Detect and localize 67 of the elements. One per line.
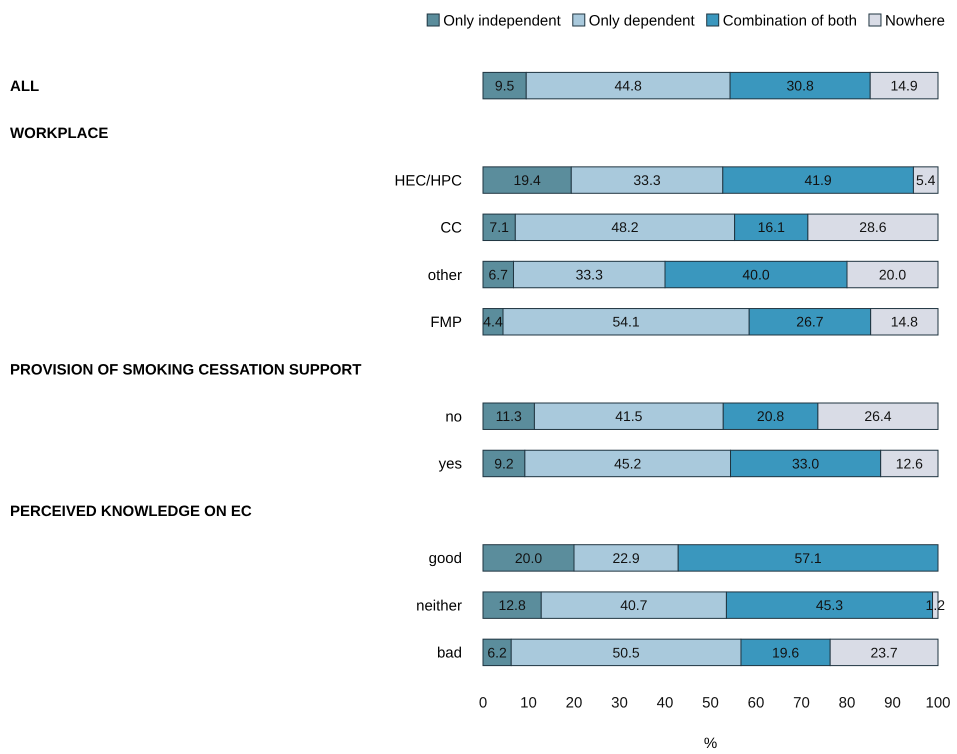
data-label: 20.0 [514,550,542,566]
data-label: 14.9 [890,78,918,94]
y-tick-label: CC [440,220,462,237]
data-label: 54.1 [612,314,640,330]
data-label: 45.3 [816,597,844,614]
x-tick-label: 90 [884,694,901,712]
data-label: 6.7 [488,266,508,282]
text: ALL [10,78,40,95]
data-label: 23.7 [870,644,898,660]
data-label: 12.6 [896,455,924,472]
x-tick-label: 50 [702,694,719,712]
x-tick-label: 100 [925,694,951,712]
data-label: 45.2 [614,455,642,472]
data-label: 41.5 [615,408,643,424]
data-label: 20.0 [878,266,906,282]
x-tick-label: 60 [748,694,764,712]
legend-label: Nowhere [884,12,945,30]
data-label: 26.7 [796,314,824,330]
data-label: 40.7 [620,597,648,614]
data-label: 57.1 [794,550,822,566]
data-label: 33.3 [633,172,661,188]
data-label: 6.2 [487,644,508,660]
text: PERCEIVED KNOWLEDGE ON EC [10,502,252,520]
data-label: 20.8 [756,408,784,424]
x-tick-label: 20 [566,694,582,712]
x-tick-label: 70 [793,694,810,712]
x-tick-label: 80 [838,694,856,712]
y-tick-label: yes [438,456,462,473]
data-label: 28.6 [859,219,887,236]
text: PROVISION OF SMOKING CESSATION SUPPORT [10,361,362,378]
data-label: 9.2 [494,455,514,472]
data-label: 19.4 [514,172,541,188]
data-label: 14.8 [890,314,918,330]
text: WORKPLACE [10,125,108,142]
data-label: 48.2 [611,219,639,236]
data-label: 40.0 [742,266,770,282]
data-label: 19.6 [772,644,800,660]
legend-label: Only dependent [588,12,696,30]
data-label: 22.9 [612,550,640,566]
y-tick-label: FMP [430,314,462,332]
x-tick-label: 10 [520,694,537,712]
y-tick-label: good [428,550,462,568]
y-tick-label: HEC/HPC [394,172,462,190]
data-label: 4.4 [483,314,503,330]
data-label: 11.3 [496,408,522,424]
data-label: 7.1 [489,219,510,236]
y-tick-label: neither [416,597,462,614]
data-label: 33.0 [792,455,820,472]
x-tick-label: 0 [478,694,488,712]
y-tick-label: other [428,266,462,284]
x-axis-title: % [704,735,718,752]
data-label: 5.4 [916,172,936,188]
x-tick-label: 40 [656,694,674,712]
data-label: 50.5 [612,644,640,660]
data-label: 9.5 [494,78,515,94]
y-tick-label: bad [436,644,462,662]
data-label: 16.1 [758,219,786,236]
data-label: 26.4 [864,408,892,424]
y-tick-label: no [445,408,462,426]
data-label: 44.8 [614,78,642,94]
data-label: 12.8 [498,597,526,614]
data-label: 33.3 [576,266,604,282]
legend-label: Only independent [443,12,562,30]
legend-label: Combination of both [722,12,857,30]
data-label: 30.8 [786,78,814,94]
x-tick-label: 30 [611,694,628,712]
data-label: 41.9 [804,172,832,188]
